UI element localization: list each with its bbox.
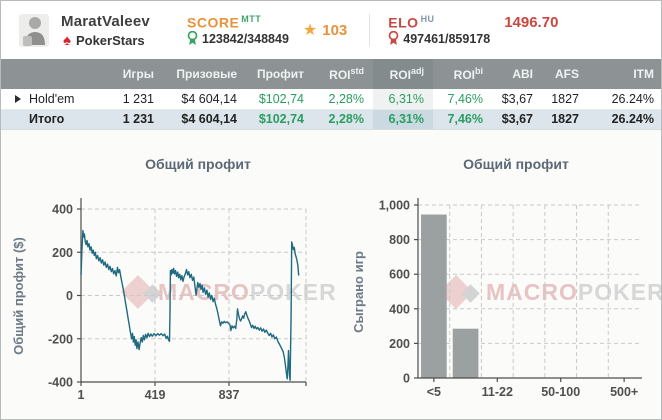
svg-text:0: 0 [66,289,73,303]
svg-text:-200: -200 [48,332,73,346]
elo-block: ELO HU 497461/859178 [369,13,491,47]
svg-text:Общий профит ($): Общий профит ($) [11,237,26,355]
chart-title: Общий профит [145,156,251,172]
table-row-holdem[interactable]: Hold'em 1 231 $4 604,14 $102,74 2,28% 6,… [1,89,661,110]
svg-text:<5: <5 [427,385,441,399]
star-rating: ★ 103 [303,20,347,40]
column-header-afs: AFS [542,59,588,89]
column-header-roi-adj: ROIadj [373,59,433,89]
pokerstars-spade-icon: ♠ [63,31,71,49]
svg-text:419: 419 [145,388,166,402]
game-type-cell[interactable]: Hold'em [1,89,97,110]
roi-bi-cell: 7,46% [433,89,492,110]
svg-text:50-100: 50-100 [541,385,580,399]
roi-std-cell: 2,28% [313,89,373,110]
profit-cell: $102,74 [246,89,313,110]
player-name: MaratValeev [61,12,150,30]
green-medal-icon [187,31,198,46]
svg-text:500+: 500+ [610,385,638,399]
svg-text:200: 200 [389,337,410,351]
bar-<5 [421,214,447,378]
svg-text:11-22: 11-22 [482,385,513,399]
star-icon: ★ [302,22,318,39]
svg-text:1: 1 [78,388,85,402]
column-header-abi: ABI [492,59,542,89]
roi-std-cell: 2,28% [313,109,373,129]
svg-text:Сыграно игр: Сыграно игр [351,251,366,333]
profit-line [80,229,300,382]
column-header-prizes: Призовые [163,59,246,89]
elo-game-type: HU [420,13,435,24]
abi-cell: $3,67 [492,89,542,110]
svg-text:400: 400 [52,203,73,217]
score-block: SCORE MTT 123842/348849 [187,14,289,47]
profit-cell: $102,74 [246,109,313,129]
red-medal-icon [388,31,399,46]
player-header: MaratValeev ♠ PokerStars SCORE MTT 123842… [1,1,661,59]
prizes-cell: $4 604,14 [163,89,246,110]
roi-adj-cell: 6,31% [373,89,433,110]
prizes-cell: $4 604,14 [163,109,246,129]
elo-label: ELO [388,14,419,31]
svg-text:400: 400 [389,302,410,316]
elo-rank: 497461/859178 [403,31,491,46]
svg-text:837: 837 [219,388,240,402]
column-header-games: Игры [97,59,163,89]
abi-cell: $3,67 [492,109,542,129]
player-avatar [19,14,49,47]
macropoker-watermark: MACROPOKER [121,275,337,309]
svg-text:0: 0 [403,372,410,386]
roi-adj-cell: 6,31% [373,109,433,129]
room-name: PokerStars [75,32,145,48]
column-header-profit: Профит [246,59,313,89]
svg-text:-400: -400 [48,376,73,390]
itm-cell: 26.24% [588,109,661,129]
afs-cell: 1827 [542,109,588,129]
bar-5-11 [452,328,479,378]
roi-bi-cell: 7,46% [433,109,492,129]
score-rank: 123842/348849 [202,31,289,46]
svg-text:MACROPOKER: MACROPOKER [486,279,662,305]
table-row-total: Итого 1 231 $4 604,14 $102,74 2,28% 6,31… [1,109,661,129]
column-header-empty [1,59,97,89]
games-cell: 1 231 [97,109,163,129]
elo-value: 1496.70 [504,14,559,31]
svg-text:200: 200 [52,246,73,260]
games-played-bar-chart: MACROPOKER 0 200 400 600 800 1,000 <5 11-22 50-10… [351,156,662,399]
table-header-row: Игры Призовые Профит ROIstd ROIadj ROIbi… [1,59,661,89]
total-label-cell: Итого [1,109,97,129]
expand-arrow-icon[interactable] [15,95,21,103]
charts-area: MACROPOKER 400 200 0 -200 -400 1 419 837 Общий пр… [1,129,661,419]
svg-text:1,000: 1,000 [379,199,410,213]
svg-text:600: 600 [389,268,410,282]
score-game-type: MTT [241,13,262,24]
svg-text:MACROPOKER: MACROPOKER [158,279,337,305]
macropoker-watermark: MACROPOKER [439,275,662,309]
stats-table: Игры Призовые Профит ROIstd ROIadj ROIbi… [1,59,661,129]
cumulative-profit-line-chart: MACROPOKER 400 200 0 -200 -400 1 419 837 Общий пр… [11,156,337,402]
afs-cell: 1827 [542,89,588,110]
column-header-itm: ITM [588,59,661,89]
svg-text:800: 800 [389,233,410,247]
itm-cell: 26.24% [588,89,661,110]
chart-title: Общий профит [463,156,569,172]
score-label: SCORE [187,14,240,31]
games-cell: 1 231 [97,89,163,110]
column-header-roi-bi: ROIbi [433,59,492,89]
column-header-roi-std: ROIstd [313,59,373,89]
star-value: 103 [322,21,348,39]
